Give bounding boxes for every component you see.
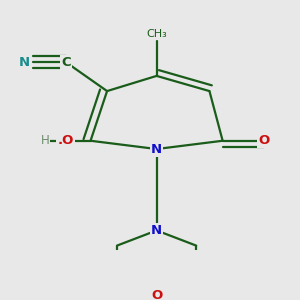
Text: .O: .O	[58, 134, 74, 147]
Text: O: O	[258, 134, 270, 147]
Text: N: N	[18, 56, 29, 69]
Text: N: N	[151, 142, 162, 155]
Text: CH₃: CH₃	[146, 28, 167, 39]
Text: N: N	[151, 224, 162, 237]
Text: O: O	[151, 289, 162, 300]
Text: C: C	[61, 56, 70, 69]
Text: H: H	[40, 134, 49, 147]
